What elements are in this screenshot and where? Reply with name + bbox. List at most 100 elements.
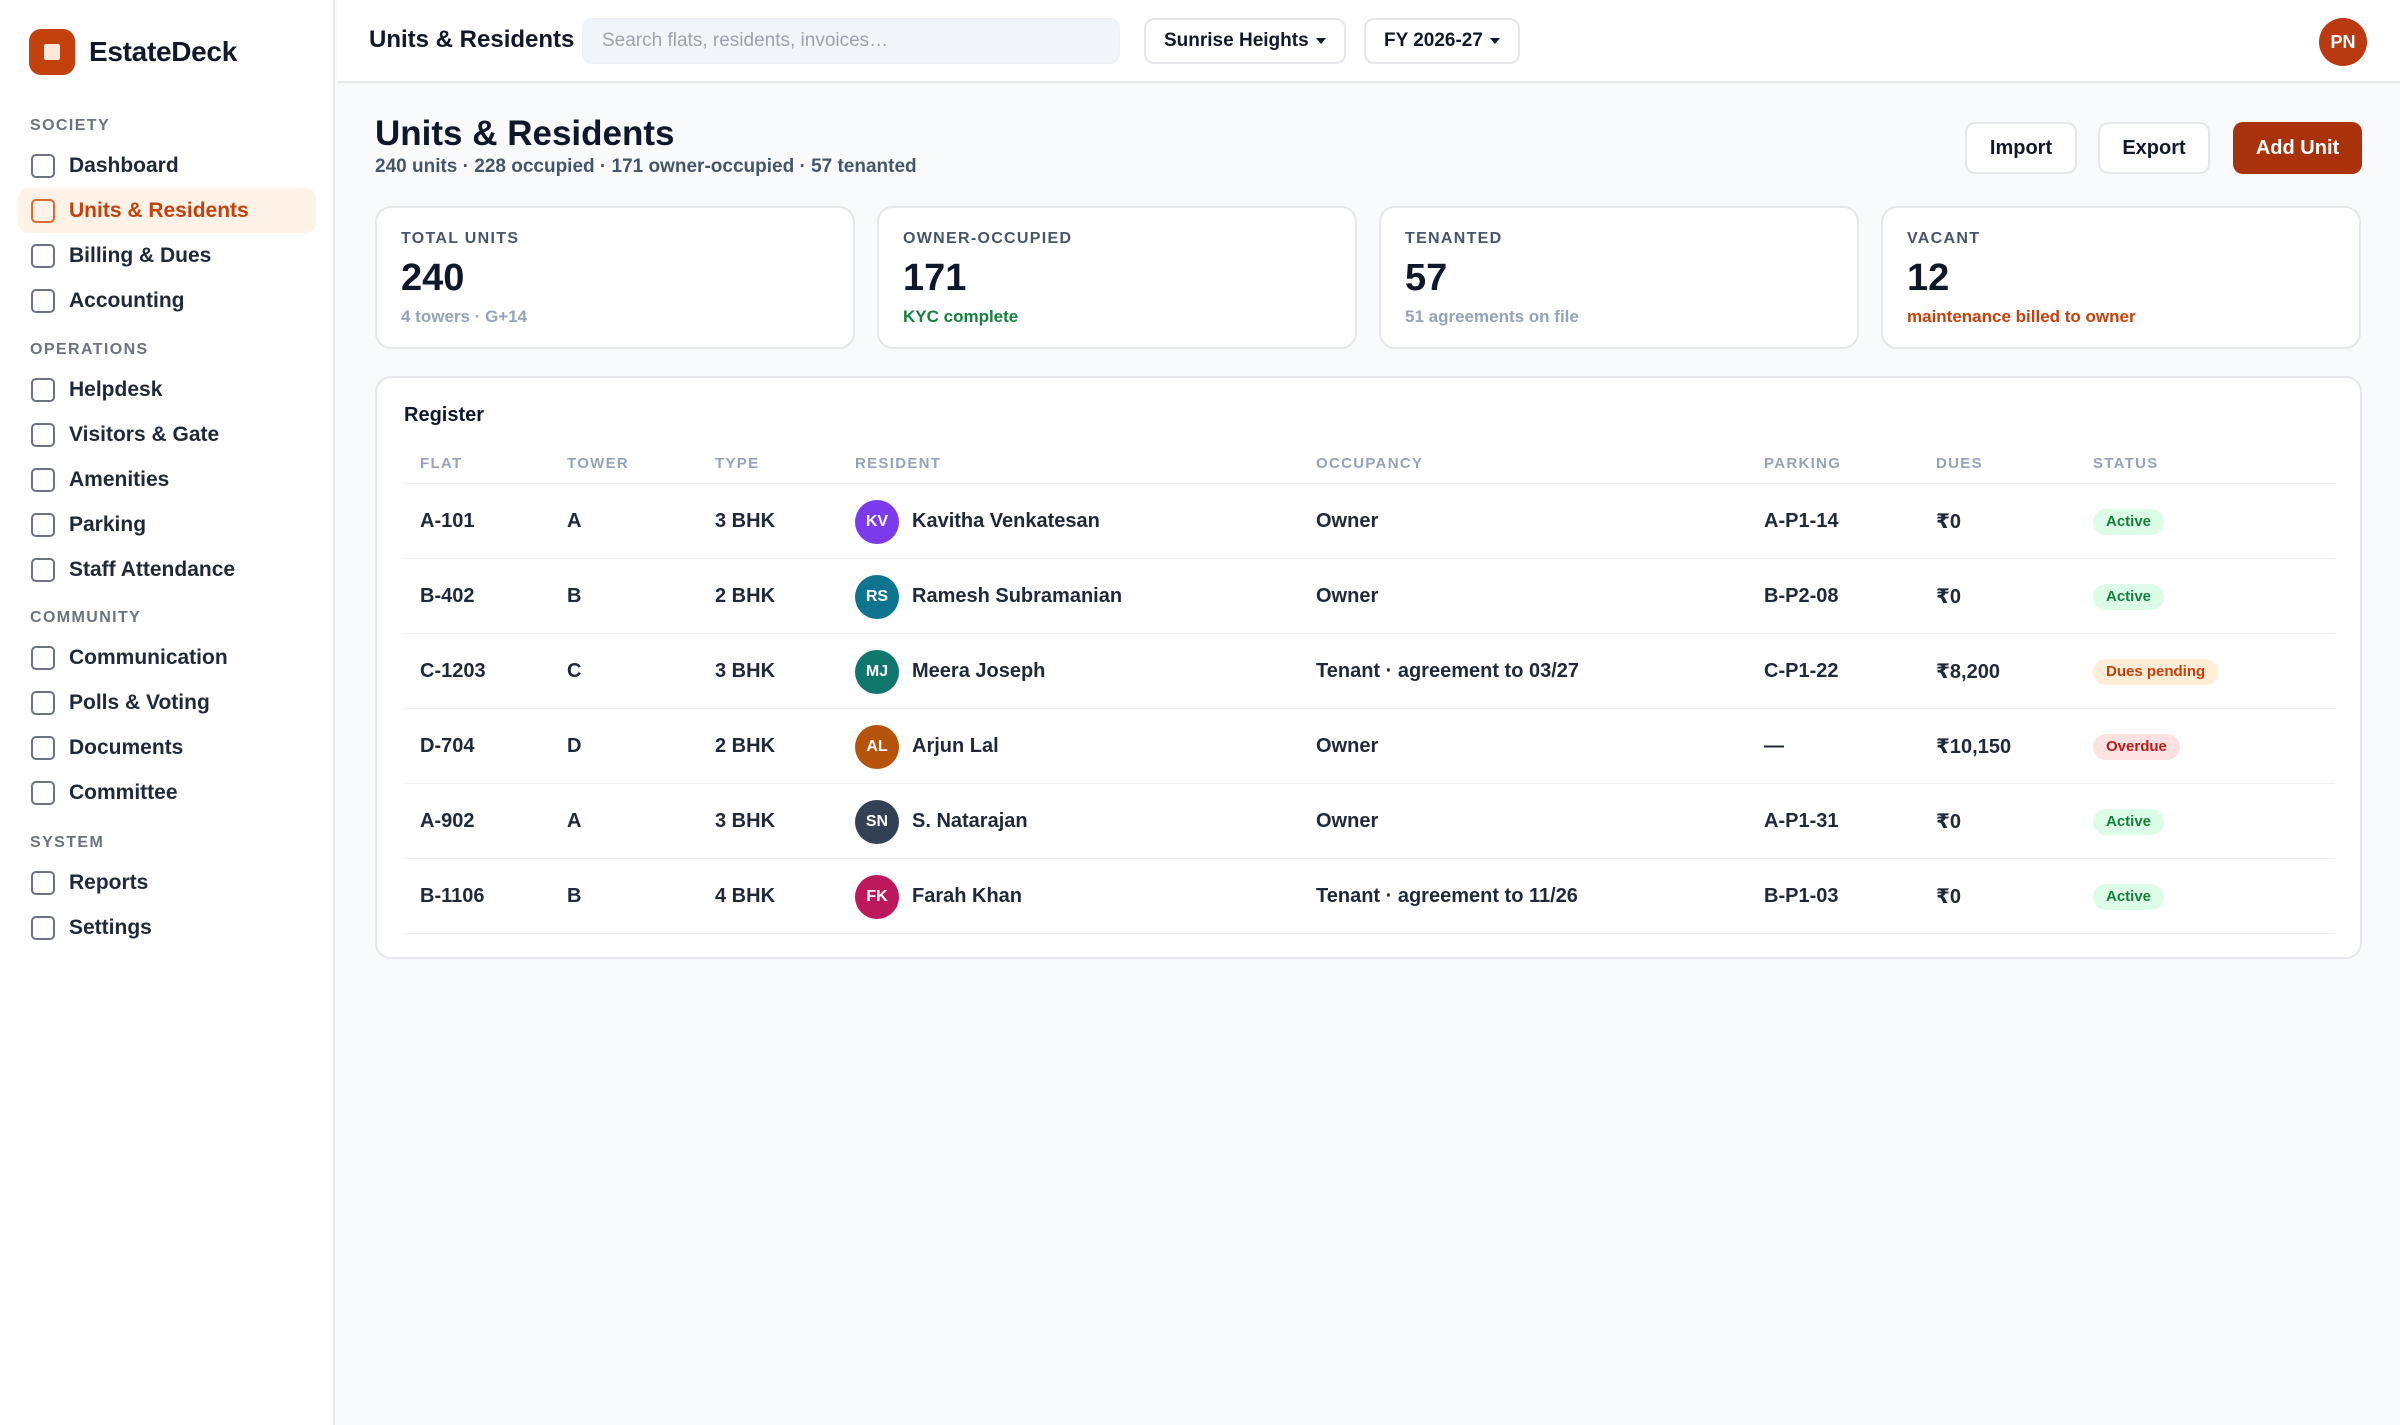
table-cell: SN S. Natarajan	[855, 784, 1028, 859]
table-cell: Owner	[1316, 709, 1378, 784]
sidebar-item-parking[interactable]: Parking	[18, 502, 316, 547]
resident-name: Kavitha Venkatesan	[912, 510, 1100, 532]
status-badge: Dues pending	[2093, 658, 2219, 685]
column-header-resident[interactable]: RESIDENT	[855, 455, 942, 472]
status-badge: Active	[2093, 808, 2165, 835]
dues-amount: ₹10,150	[1936, 736, 2012, 758]
fiscal-year-select[interactable]: FY 2026-27	[1364, 18, 1520, 64]
sidebar-item-committee[interactable]: Committee	[18, 770, 316, 815]
sidebar-item-documents[interactable]: Documents	[18, 725, 316, 770]
unit-type: 4 BHK	[715, 885, 776, 907]
table-cell: A-902	[420, 784, 474, 859]
register-card: Register FLAT TOWER TYPE RESIDENT OCCUPANCY P…	[375, 376, 2362, 959]
column-header-flat[interactable]: FLAT	[420, 455, 463, 472]
sidebar-item-label: Helpdesk	[69, 377, 163, 401]
export-button[interactable]: Export	[2098, 122, 2210, 174]
sidebar-item-label: Amenities	[69, 467, 170, 491]
sidebar-item-communication[interactable]: Communication	[18, 635, 316, 680]
flat-number[interactable]: B-1106	[420, 885, 485, 907]
tower: A	[567, 510, 582, 532]
table-row[interactable]: C-1203 C 3 BHK MJ Meera Joseph Tenant · agree…	[405, 634, 2335, 709]
flat-number[interactable]: C-1203	[420, 660, 486, 682]
sidebar-item-polls-and-voting[interactable]: Polls & Voting	[18, 680, 316, 725]
add-unit-button[interactable]: Add Unit	[2233, 122, 2362, 174]
unit-type: 2 BHK	[715, 735, 776, 757]
brand[interactable]: EstateDeck	[29, 29, 237, 75]
tower: B	[567, 885, 582, 907]
table-cell: 4 BHK	[715, 859, 775, 934]
flat-number[interactable]: A-902	[420, 810, 475, 832]
table-row[interactable]: A-902 A 3 BHK SN S. Natarajan Owner A-P1-31 ₹0 A…	[405, 784, 2335, 859]
resident-avatar: RS	[855, 574, 899, 619]
nav-square-icon	[31, 735, 55, 760]
column-header-type[interactable]: TYPE	[715, 455, 760, 472]
unit-type: 3 BHK	[715, 810, 776, 832]
sidebar-item-label: Accounting	[69, 288, 185, 312]
user-avatar[interactable]: PN	[2319, 18, 2367, 66]
nav-section-label: SOCIETY	[30, 117, 111, 134]
stat-label: TENANTED	[1405, 230, 1503, 247]
column-header-tower[interactable]: TOWER	[567, 455, 630, 472]
table-cell: ₹0	[1936, 559, 1961, 634]
table-cell: AL Arjun Lal	[855, 709, 999, 784]
stat-card-tenanted: TENANTED 57 51 agreements on file	[1379, 206, 1859, 349]
resident[interactable]: MJ Meera Joseph	[855, 649, 1046, 694]
sidebar-item-billing-and-dues[interactable]: Billing & Dues	[18, 233, 316, 278]
table-cell: 3 BHK	[715, 634, 775, 709]
table-cell: Owner	[1316, 484, 1378, 559]
sidebar-item-units-and-residents[interactable]: Units & Residents	[18, 188, 316, 233]
dues-amount: ₹8,200	[1936, 661, 2000, 683]
table-row[interactable]: A-101 A 3 BHK KV Kavitha Venkatesan Owner A-P1…	[405, 484, 2335, 559]
flat-number[interactable]: B-402	[420, 585, 475, 607]
resident[interactable]: FK Farah Khan	[855, 874, 1022, 919]
table-cell: Tenant · agreement to 11/26	[1316, 859, 1578, 934]
flat-number[interactable]: A-101	[420, 510, 475, 532]
import-button[interactable]: Import	[1965, 122, 2077, 174]
page-subtitle: 240 units · 228 occupied · 171 owner-occ…	[375, 156, 917, 177]
parking-slot: —	[1764, 735, 1784, 757]
nav-square-icon	[31, 512, 55, 537]
column-header-occupancy[interactable]: OCCUPANCY	[1316, 455, 1424, 472]
table-row[interactable]: B-402 B 2 BHK RS Ramesh Subramanian Owner B-P2…	[405, 559, 2335, 634]
occupancy: Tenant · agreement to 11/26	[1316, 885, 1578, 907]
table-cell: Tenant · agreement to 03/27	[1316, 634, 1579, 709]
nav-square-icon	[31, 198, 55, 223]
resident[interactable]: KV Kavitha Venkatesan	[855, 499, 1100, 544]
column-header-status[interactable]: STATUS	[2093, 455, 2159, 472]
parking-slot: A-P1-31	[1764, 810, 1839, 832]
nav-square-icon	[31, 870, 55, 895]
table-row[interactable]: D-704 D 2 BHK AL Arjun Lal Owner — ₹10,150 Overd…	[405, 709, 2335, 784]
resident[interactable]: AL Arjun Lal	[855, 724, 999, 769]
table-cell: Active	[2093, 559, 2165, 634]
topbar-title: Units & Residents	[369, 26, 575, 53]
tower: C	[567, 660, 582, 682]
nav-square-icon	[31, 557, 55, 582]
table-row[interactable]: B-1106 B 4 BHK FK Farah Khan Tenant · agreeme…	[405, 859, 2335, 934]
flat-number[interactable]: D-704	[420, 735, 475, 757]
stat-note: 51 agreements on file	[1405, 307, 1579, 326]
resident[interactable]: RS Ramesh Subramanian	[855, 574, 1122, 619]
sidebar-item-visitors-and-gate[interactable]: Visitors & Gate	[18, 412, 316, 457]
nav-square-icon	[31, 467, 55, 492]
resident[interactable]: SN S. Natarajan	[855, 799, 1028, 844]
table-cell: ₹8,200	[1936, 634, 2000, 709]
sidebar-item-accounting[interactable]: Accounting	[18, 278, 316, 323]
table-cell: 3 BHK	[715, 784, 775, 859]
sidebar-item-reports[interactable]: Reports	[18, 860, 316, 905]
resident-name: Meera Joseph	[912, 660, 1046, 682]
column-header-dues[interactable]: DUES	[1936, 455, 1983, 472]
society-select-value: Sunrise Heights	[1164, 30, 1309, 51]
fiscal-year-select-value: FY 2026-27	[1384, 30, 1483, 51]
column-header-parking[interactable]: PARKING	[1764, 455, 1842, 472]
society-select[interactable]: Sunrise Heights	[1144, 18, 1346, 64]
sidebar-item-amenities[interactable]: Amenities	[18, 457, 316, 502]
sidebar-item-settings[interactable]: Settings	[18, 905, 316, 950]
table-cell: FK Farah Khan	[855, 859, 1022, 934]
sidebar-item-staff-attendance[interactable]: Staff Attendance	[18, 547, 316, 592]
tower: D	[567, 735, 582, 757]
nav-square-icon	[31, 690, 55, 715]
sidebar-item-helpdesk[interactable]: Helpdesk	[18, 367, 316, 412]
stat-label: VACANT	[1907, 230, 1981, 247]
sidebar-item-dashboard[interactable]: Dashboard	[18, 143, 316, 188]
search-input[interactable]	[582, 18, 1120, 64]
